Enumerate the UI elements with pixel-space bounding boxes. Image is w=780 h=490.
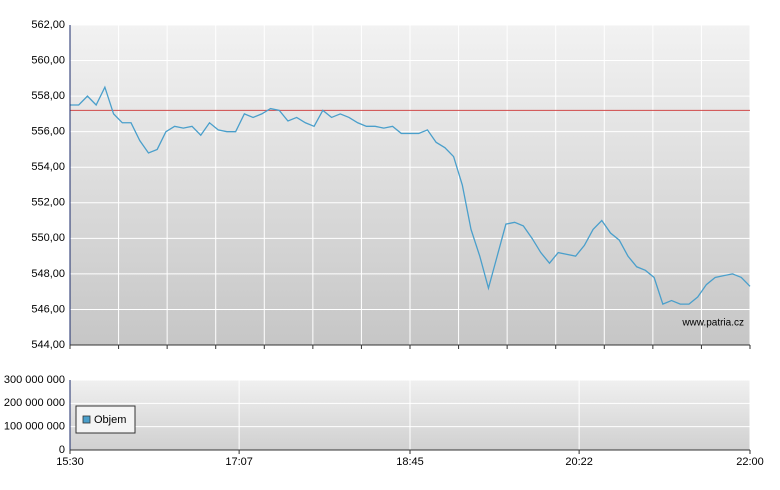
x-tick-label: 18:45 xyxy=(396,456,424,468)
legend-swatch xyxy=(82,415,91,424)
x-tick-label: 22:00 xyxy=(736,456,764,468)
y-tick-label: 548,00 xyxy=(31,268,65,280)
y-tick-label: 558,00 xyxy=(31,90,65,102)
y-tick-label: 554,00 xyxy=(31,161,65,173)
y-tick-label: 562,00 xyxy=(31,19,65,31)
legend-label: Objem xyxy=(94,414,126,426)
y-tick-label: 100 000 000 xyxy=(4,421,65,433)
y-tick-label: 546,00 xyxy=(31,303,65,315)
y-tick-label: 0 xyxy=(59,444,65,456)
y-tick-label: 556,00 xyxy=(31,126,65,138)
y-tick-label: 560,00 xyxy=(31,54,65,66)
y-tick-label: 544,00 xyxy=(31,339,65,351)
x-tick-label: 17:07 xyxy=(225,456,253,468)
watermark: www.patria.cz xyxy=(681,318,744,329)
y-tick-label: 552,00 xyxy=(31,197,65,209)
y-tick-label: 550,00 xyxy=(31,232,65,244)
price-line xyxy=(70,85,751,305)
y-tick-label: 300 000 000 xyxy=(4,374,65,386)
x-tick-label: 20:22 xyxy=(565,456,593,468)
y-tick-label: 200 000 000 xyxy=(4,397,65,409)
x-tick-label: 15:30 xyxy=(56,456,84,468)
